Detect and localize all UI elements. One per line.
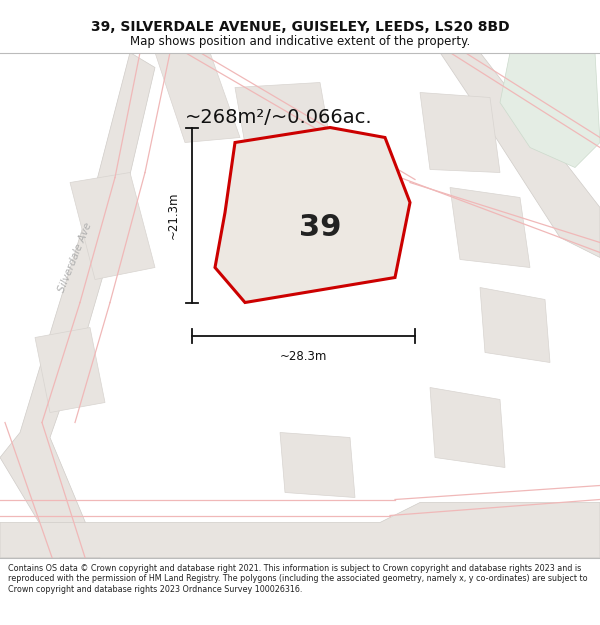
Polygon shape (450, 188, 530, 268)
Text: Silverdale Ave: Silverdale Ave (56, 221, 94, 294)
Polygon shape (70, 173, 155, 279)
Text: 39: 39 (299, 213, 341, 242)
Text: ~28.3m: ~28.3m (280, 349, 327, 362)
Text: ~21.3m: ~21.3m (167, 191, 180, 239)
Polygon shape (420, 92, 500, 172)
Text: Map shows position and indicative extent of the property.: Map shows position and indicative extent… (130, 35, 470, 48)
Text: 39, SILVERDALE AVENUE, GUISELEY, LEEDS, LS20 8BD: 39, SILVERDALE AVENUE, GUISELEY, LEEDS, … (91, 20, 509, 34)
Polygon shape (235, 82, 335, 172)
Polygon shape (0, 52, 155, 558)
Text: Contains OS data © Crown copyright and database right 2021. This information is : Contains OS data © Crown copyright and d… (8, 564, 587, 594)
Polygon shape (430, 388, 505, 468)
Polygon shape (280, 432, 355, 498)
Polygon shape (35, 328, 105, 412)
Text: ~268m²/~0.066ac.: ~268m²/~0.066ac. (185, 108, 373, 127)
Polygon shape (215, 127, 410, 302)
Polygon shape (480, 288, 550, 362)
Polygon shape (500, 52, 600, 168)
Polygon shape (155, 52, 240, 142)
Polygon shape (440, 52, 600, 258)
Polygon shape (0, 503, 600, 558)
